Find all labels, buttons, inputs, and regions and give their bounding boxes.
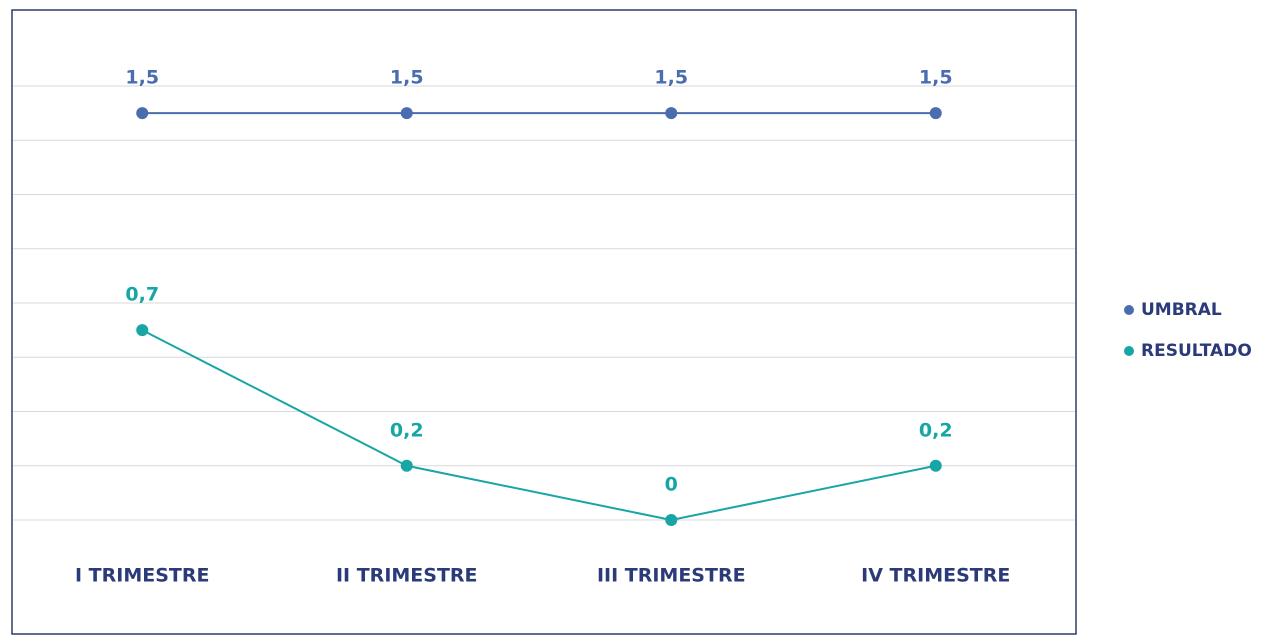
legend-marker <box>1124 346 1134 356</box>
x-tick-label: II TRIMESTRE <box>336 565 478 587</box>
plot-frame <box>11 9 1077 635</box>
legend-label: UMBRAL <box>1141 300 1222 320</box>
data-label: 1,5 <box>390 67 424 89</box>
data-point <box>665 107 678 120</box>
data-point <box>136 107 149 120</box>
x-tick-label: I TRIMESTRE <box>75 565 209 587</box>
data-label: 0,2 <box>390 419 424 441</box>
data-point <box>929 107 942 120</box>
data-label: 0,7 <box>125 284 159 306</box>
data-label: 1,5 <box>919 67 953 89</box>
data-label: 0 <box>665 474 678 496</box>
data-label: 0,2 <box>919 419 953 441</box>
legend-marker <box>1124 305 1134 315</box>
data-point <box>400 107 413 120</box>
data-point <box>929 459 942 472</box>
x-tick-label: IV TRIMESTRE <box>861 565 1010 587</box>
series-line <box>141 329 936 522</box>
data-label: 1,5 <box>654 67 688 89</box>
data-point <box>665 514 678 526</box>
data-point <box>136 324 149 337</box>
legend-label: RESULTADO <box>1141 341 1252 361</box>
x-tick-label: III TRIMESTRE <box>597 565 746 587</box>
data-point <box>400 459 413 472</box>
data-label: 1,5 <box>125 67 159 89</box>
